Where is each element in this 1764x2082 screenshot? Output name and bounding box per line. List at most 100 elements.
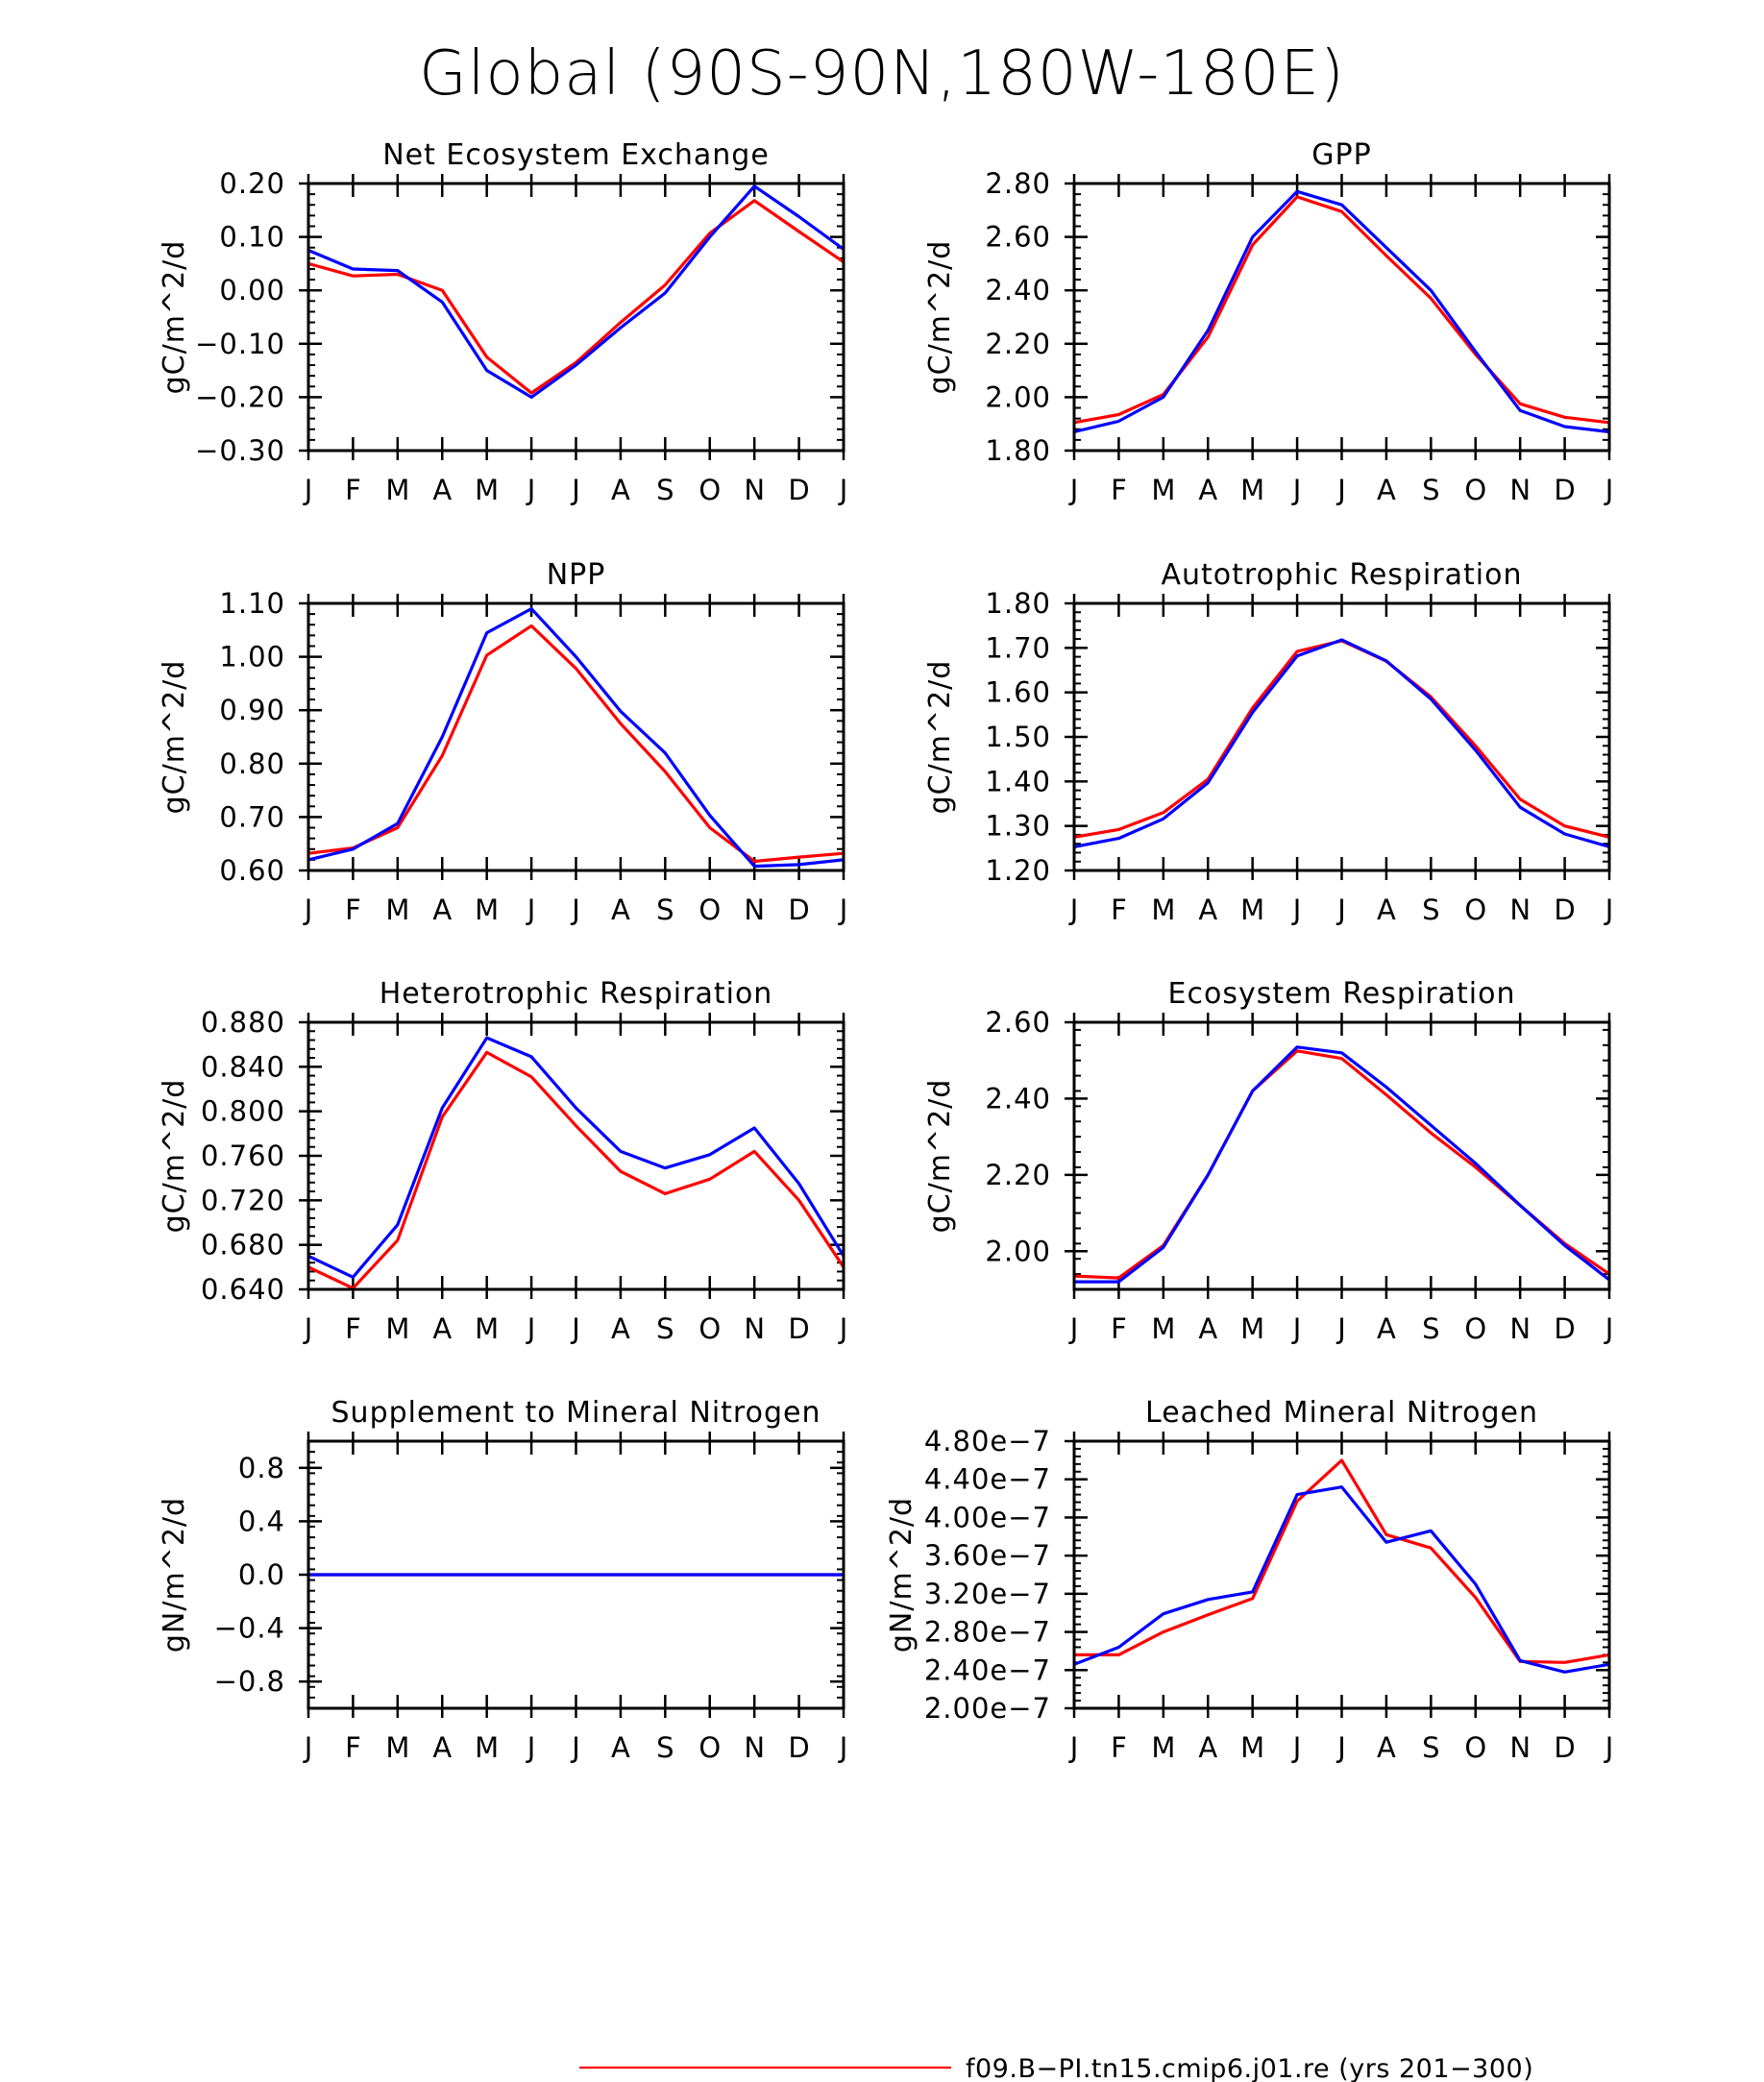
x-tick-label: M — [475, 894, 499, 926]
y-axis-label: gC/m^2/d — [923, 1079, 957, 1234]
series-line — [308, 1050, 844, 1289]
plot-frame — [306, 1020, 845, 1291]
chart-panel: 2.00e−7 2.40e−7 2.80e−7 3.20e−7 3.60e−7 4.00e… — [885, 1396, 1613, 1764]
x-tick-label: S — [656, 474, 674, 506]
x-tick-label: D — [1554, 1731, 1575, 1764]
chart-panel: −0.8−0.40.00.40.8J F M A M J J A S O N D JSupplement… — [158, 1396, 847, 1764]
y-tick-label: 2.40e−7 — [924, 1653, 1051, 1686]
x-tick-label: J — [1335, 1731, 1346, 1764]
x-tick-label: S — [1422, 1731, 1439, 1764]
x-tick-label: F — [1111, 474, 1127, 506]
y-axis-label: gC/m^2/d — [923, 240, 957, 395]
chart-panel: 1.201.301.401.501.601.701.80J F M A M J J A S O N D… — [923, 558, 1613, 926]
x-tick-label: D — [788, 1731, 809, 1764]
y-tick-label: 0.70 — [219, 800, 285, 833]
y-tick-label: 0.90 — [219, 694, 285, 726]
series-line — [308, 184, 844, 399]
x-tick-label: N — [744, 1312, 765, 1345]
y-tick-label: 2.60 — [985, 221, 1051, 254]
plot-frame — [306, 601, 845, 872]
x-tick-label: J — [303, 1312, 313, 1345]
series-line — [1074, 639, 1609, 839]
series-line — [1074, 189, 1609, 434]
y-tick-label: 0.840 — [201, 1050, 285, 1083]
x-tick-label: J — [570, 894, 580, 926]
plot-frame — [1072, 1020, 1611, 1291]
y-tick-label: 1.50 — [985, 721, 1051, 753]
x-tick-label: N — [744, 1731, 765, 1764]
y-tick-label: 2.20 — [985, 1159, 1051, 1191]
x-tick-label: D — [1554, 894, 1575, 926]
x-tick-label: A — [432, 1312, 452, 1345]
y-axis-label: gN/m^2/d — [158, 1497, 191, 1653]
x-tick-label: N — [744, 474, 765, 506]
y-tick-label: 1.00 — [219, 641, 285, 674]
x-tick-label: D — [788, 1312, 809, 1345]
x-tick-label: J — [303, 474, 313, 506]
panel-title: Ecosystem Respiration — [1168, 977, 1516, 1011]
y-tick-label: 0.720 — [201, 1184, 285, 1216]
x-tick-label: F — [345, 894, 361, 926]
x-tick-label: O — [698, 1312, 721, 1345]
x-tick-label: J — [570, 1312, 580, 1345]
x-tick-label: M — [385, 1312, 409, 1345]
x-tick-label: M — [1240, 1731, 1264, 1764]
x-tick-label: J — [1335, 1312, 1346, 1345]
x-tick-label: M — [385, 474, 409, 506]
x-tick-label: M — [1151, 1312, 1175, 1345]
x-tick-label: S — [656, 894, 674, 926]
x-tick-label: J — [1604, 474, 1614, 506]
x-tick-label: O — [698, 894, 721, 926]
x-tick-label: J — [526, 1312, 536, 1345]
x-tick-label: O — [1464, 1731, 1486, 1764]
x-tick-label: J — [1604, 1731, 1614, 1764]
y-tick-label: 2.00 — [985, 380, 1051, 413]
y-tick-label: 4.00e−7 — [924, 1501, 1051, 1533]
x-tick-label: J — [526, 474, 536, 506]
series-line — [1074, 1045, 1609, 1284]
chart-panel: −0.30−0.20−0.100.000.100.20J F M A M J J A S O N D J… — [158, 138, 847, 506]
x-tick-label: D — [788, 474, 809, 506]
y-tick-label: 0.640 — [201, 1273, 285, 1306]
y-tick-label: 2.00 — [985, 1235, 1051, 1267]
x-tick-label: J — [570, 474, 580, 506]
x-tick-label: N — [1509, 474, 1531, 506]
x-tick-label: J — [838, 1312, 848, 1345]
x-tick-label: A — [432, 474, 452, 506]
x-tick-label: M — [475, 1731, 499, 1764]
chart-panel: 1.802.002.202.402.602.80J F M A M J J A S O N D JGPP… — [923, 138, 1613, 506]
legend-label: f09.B−PI.tn15.cmip6.j01.re (yrs 201−300) — [966, 2054, 1533, 2082]
x-tick-label: A — [611, 894, 630, 926]
x-tick-label: J — [1291, 894, 1302, 926]
x-tick-label: M — [1240, 894, 1264, 926]
y-tick-label: −0.4 — [214, 1612, 285, 1645]
x-tick-label: M — [1240, 1312, 1264, 1345]
y-tick-label: 1.20 — [985, 854, 1051, 887]
x-tick-label: M — [1240, 474, 1264, 506]
x-tick-label: J — [1291, 474, 1302, 506]
y-tick-label: 2.40 — [985, 274, 1051, 306]
x-tick-label: O — [1464, 1312, 1486, 1345]
x-tick-label: D — [788, 894, 809, 926]
y-axis-label: gC/m^2/d — [158, 240, 191, 395]
x-tick-label: S — [1422, 1312, 1439, 1345]
x-tick-label: J — [1068, 894, 1079, 926]
x-tick-label: J — [303, 894, 313, 926]
panel-title: GPP — [1311, 138, 1371, 172]
y-tick-label: 0.880 — [201, 1006, 285, 1039]
x-tick-label: A — [1198, 894, 1217, 926]
y-tick-label: 0.0 — [238, 1558, 285, 1591]
y-tick-label: 1.80 — [985, 587, 1051, 620]
series-line — [1074, 1458, 1609, 1664]
x-tick-label: J — [838, 1731, 848, 1764]
y-tick-label: 0.800 — [201, 1095, 285, 1128]
x-tick-label: J — [1068, 1731, 1079, 1764]
y-tick-label: 4.80e−7 — [924, 1425, 1051, 1457]
y-tick-label: 0.60 — [219, 854, 285, 887]
x-tick-label: J — [303, 1731, 313, 1764]
y-tick-label: 3.20e−7 — [924, 1578, 1051, 1610]
x-tick-label: O — [698, 474, 721, 506]
y-tick-label: 0.00 — [219, 274, 285, 306]
